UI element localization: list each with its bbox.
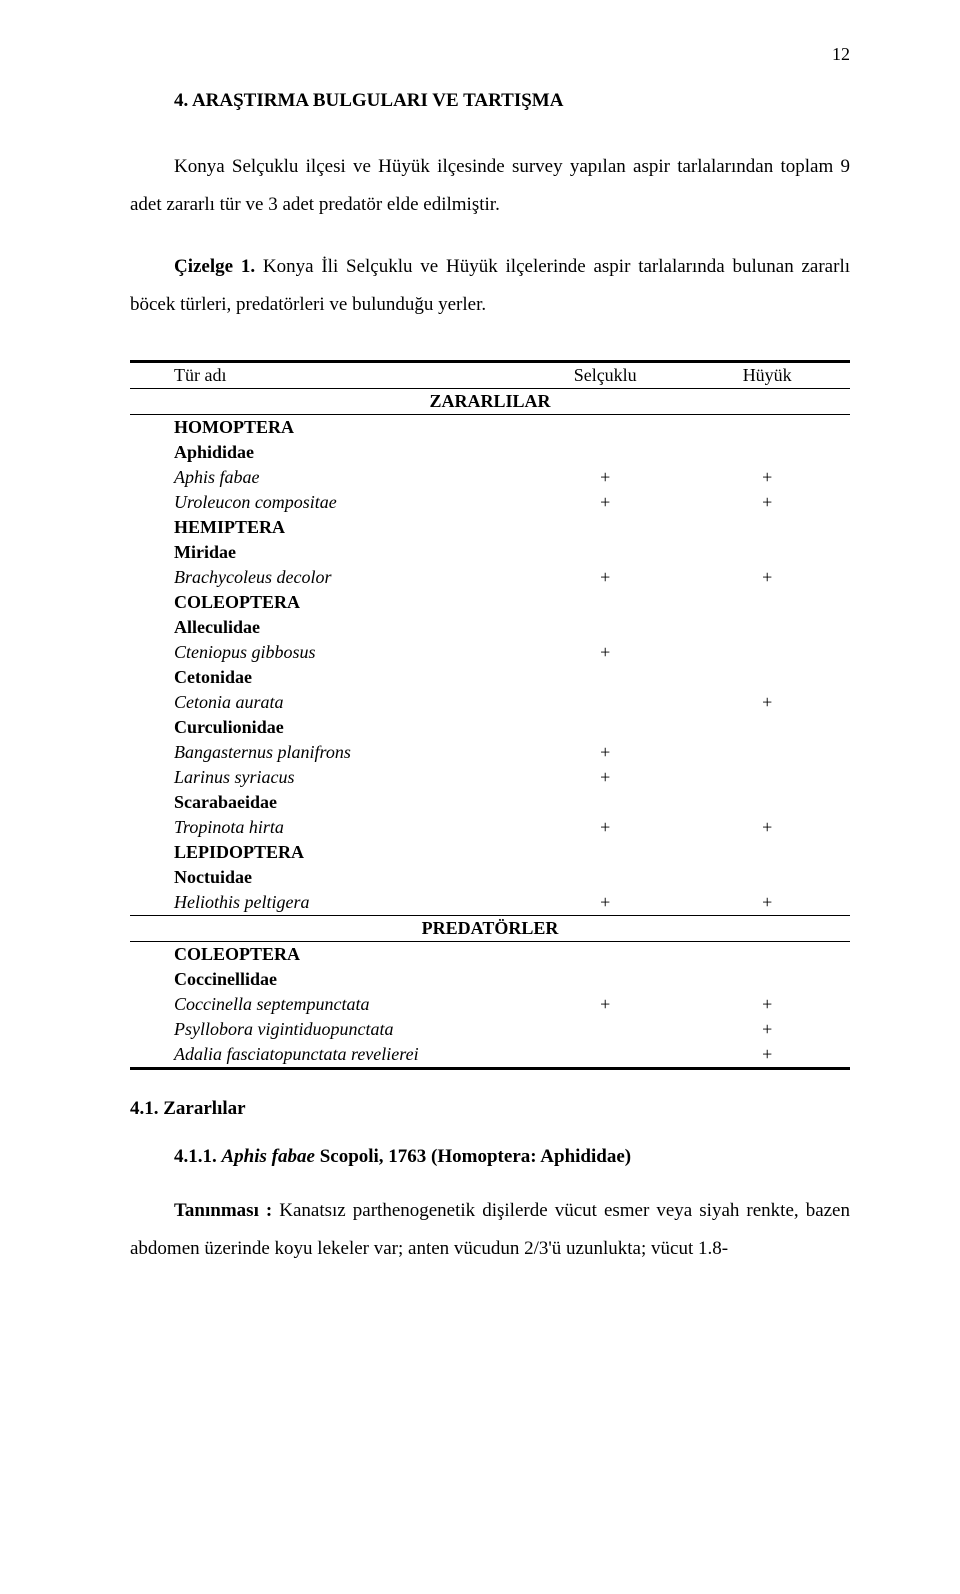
cell-selcuklu (526, 865, 684, 890)
cell-selcuklu: + (526, 765, 684, 790)
species-name: Miridae (130, 540, 526, 565)
sub11-rest: Scopoli, 1763 (Homoptera: Aphididae) (320, 1146, 631, 1167)
cell-selcuklu (526, 415, 684, 441)
species-name: Scarabaeidae (130, 790, 526, 815)
cell-selcuklu (526, 440, 684, 465)
caption-lead: Çizelge 1. (174, 256, 255, 277)
cell-huyuk (684, 715, 850, 740)
cell-selcuklu (526, 690, 684, 715)
species-name: Psyllobora vigintiduopunctata (130, 1017, 526, 1042)
cell-huyuk: + (684, 1017, 850, 1042)
intro-paragraph: Konya Selçuklu ilçesi ve Hüyük ilçesinde… (130, 148, 850, 224)
species-name: COLEOPTERA (130, 590, 526, 615)
cell-selcuklu: + (526, 740, 684, 765)
species-name: Tropinota hirta (130, 815, 526, 840)
cell-huyuk: + (684, 992, 850, 1017)
sub11-lead: 4.1.1. (174, 1146, 222, 1167)
section-heading: 4. ARAŞTIRMA BULGULARI VE TARTIŞMA (130, 90, 850, 112)
cell-selcuklu: + (526, 465, 684, 490)
page-number: 12 (832, 44, 850, 65)
species-name: HEMIPTERA (130, 515, 526, 540)
cell-huyuk (684, 942, 850, 968)
species-name: Cetonia aurata (130, 690, 526, 715)
cell-selcuklu (526, 1042, 684, 1069)
cell-selcuklu: + (526, 992, 684, 1017)
page: 12 4. ARAŞTIRMA BULGULARI VE TARTIŞMA Ko… (0, 0, 960, 1594)
cell-huyuk (684, 590, 850, 615)
cell-selcuklu: + (526, 565, 684, 590)
cell-selcuklu: + (526, 640, 684, 665)
species-name: Noctuidae (130, 865, 526, 890)
col-header-name: Tür adı (130, 362, 526, 389)
cell-selcuklu (526, 715, 684, 740)
cell-selcuklu: + (526, 815, 684, 840)
subsection-4-1-1: 4.1.1. Aphis fabae Scopoli, 1763 (Homopt… (130, 1146, 850, 1168)
cell-huyuk: + (684, 890, 850, 916)
table-caption: Çizelge 1. Konya İli Selçuklu ve Hüyük i… (130, 248, 850, 324)
cell-selcuklu (526, 1017, 684, 1042)
species-name: COLEOPTERA (130, 942, 526, 968)
species-name: LEPIDOPTERA (130, 840, 526, 865)
species-name: Uroleucon compositae (130, 490, 526, 515)
species-name: Cteniopus gibbosus (130, 640, 526, 665)
cell-selcuklu (526, 665, 684, 690)
cell-huyuk: + (684, 465, 850, 490)
cell-huyuk (684, 740, 850, 765)
cell-huyuk (684, 967, 850, 992)
cell-huyuk: + (684, 490, 850, 515)
species-name: Coccinellidae (130, 967, 526, 992)
cell-selcuklu: + (526, 890, 684, 916)
cell-huyuk (684, 515, 850, 540)
species-name: Cetonidae (130, 665, 526, 690)
cell-huyuk (684, 865, 850, 890)
cell-selcuklu (526, 967, 684, 992)
species-name: Curculionidae (130, 715, 526, 740)
species-name: Larinus syriacus (130, 765, 526, 790)
cell-selcuklu: + (526, 490, 684, 515)
cell-selcuklu (526, 540, 684, 565)
species-name: Coccinella septempunctata (130, 992, 526, 1017)
sub11-species: Aphis fabae (222, 1146, 320, 1167)
description-paragraph: Tanınması : Kanatsız parthenogenetik diş… (130, 1192, 850, 1268)
species-name: Aphididae (130, 440, 526, 465)
cell-selcuklu (526, 515, 684, 540)
cell-huyuk: + (684, 690, 850, 715)
species-name: Adalia fasciatopunctata revelierei (130, 1042, 526, 1069)
subsection-4-1: 4.1. Zararlılar (130, 1098, 850, 1120)
species-name: Bangasternus planifrons (130, 740, 526, 765)
desc-lead: Tanınması : (174, 1200, 272, 1221)
cell-huyuk (684, 440, 850, 465)
cell-selcuklu (526, 590, 684, 615)
banner-pests: ZARARLILAR (130, 389, 850, 415)
banner-predators: PREDATÖRLER (130, 916, 850, 942)
cell-huyuk: + (684, 1042, 850, 1069)
cell-huyuk (684, 665, 850, 690)
cell-huyuk (684, 615, 850, 640)
cell-huyuk: + (684, 815, 850, 840)
cell-huyuk (684, 790, 850, 815)
cell-selcuklu (526, 942, 684, 968)
cell-huyuk (684, 415, 850, 441)
species-name: Aphis fabae (130, 465, 526, 490)
cell-huyuk (684, 540, 850, 565)
species-name: Brachycoleus decolor (130, 565, 526, 590)
species-name: Heliothis peltigera (130, 890, 526, 916)
cell-huyuk (684, 840, 850, 865)
col-header-selcuklu: Selçuklu (526, 362, 684, 389)
cell-selcuklu (526, 615, 684, 640)
cell-huyuk (684, 640, 850, 665)
cell-selcuklu (526, 790, 684, 815)
cell-huyuk: + (684, 565, 850, 590)
species-table: Tür adıSelçukluHüyükZARARLILARHOMOPTERAA… (130, 360, 850, 1070)
cell-selcuklu (526, 840, 684, 865)
col-header-huyuk: Hüyük (684, 362, 850, 389)
cell-huyuk (684, 765, 850, 790)
species-name: Alleculidae (130, 615, 526, 640)
species-name: HOMOPTERA (130, 415, 526, 441)
